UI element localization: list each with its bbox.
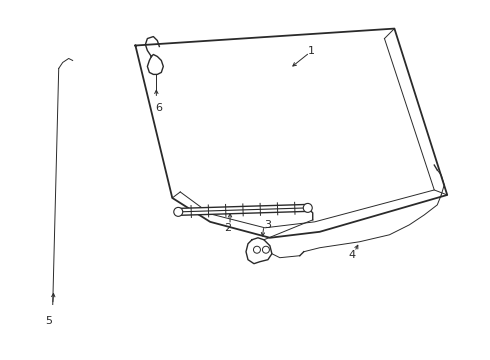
Text: 1: 1 bbox=[308, 45, 315, 55]
Text: 2: 2 bbox=[224, 223, 232, 233]
Text: 5: 5 bbox=[45, 316, 52, 327]
Text: 4: 4 bbox=[348, 250, 355, 260]
Text: 6: 6 bbox=[155, 103, 162, 113]
Circle shape bbox=[174, 207, 183, 216]
Circle shape bbox=[303, 203, 312, 212]
Text: 3: 3 bbox=[265, 220, 271, 230]
